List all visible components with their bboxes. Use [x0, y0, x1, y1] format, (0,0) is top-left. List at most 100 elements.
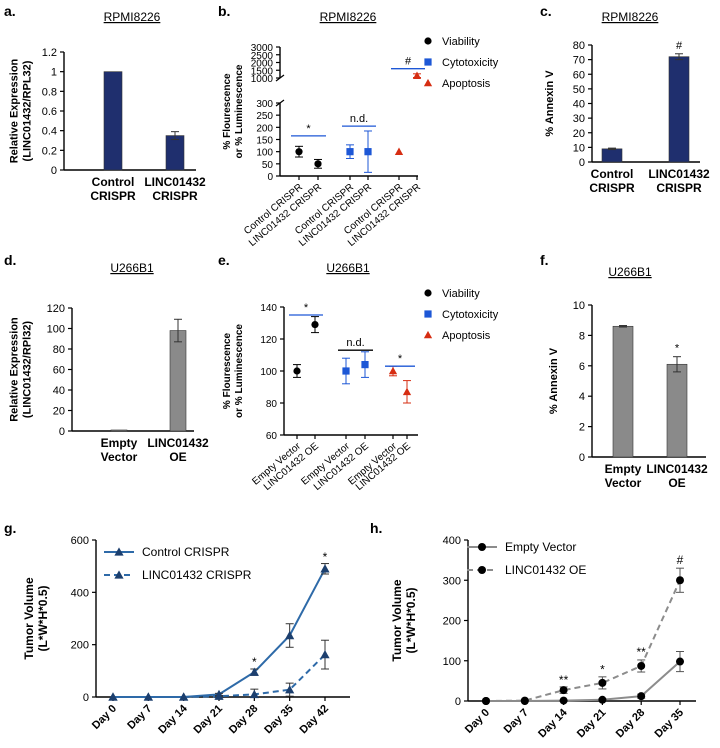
y-tick-label: 0.2 [42, 145, 57, 157]
data-point [637, 692, 646, 701]
y-tick-label: 150 [256, 136, 273, 147]
x-tick-label: CRISPR [656, 181, 702, 195]
x-tick-label: Empty [101, 436, 138, 450]
y-tick-label: 50 [573, 84, 585, 96]
panel-title: RPMI8226 [320, 10, 377, 24]
x-tick-label: Day 7 [125, 703, 154, 732]
bar [169, 330, 187, 432]
legend-label: LINC01432 OE [505, 563, 586, 577]
y-tick-label: 100 [47, 324, 65, 336]
y-axis-label: (LINC01432/RPL32) [22, 60, 34, 161]
data-point [342, 367, 350, 375]
y-tick-label: 3000 [251, 43, 274, 54]
y-tick-label: 1000 [251, 74, 274, 85]
y-tick-label: 0 [579, 452, 585, 464]
data-point [559, 686, 568, 695]
bar [601, 148, 623, 163]
data-point [214, 691, 224, 700]
bar [612, 325, 634, 458]
legend-marker [424, 289, 432, 297]
data-point [108, 692, 118, 701]
significance-label: * [306, 123, 311, 135]
x-tick-label: Day 42 [298, 703, 332, 737]
x-tick-label: Day 21 [575, 707, 609, 741]
y-tick-label: 600 [71, 535, 89, 547]
panel-letter: a. [4, 3, 16, 19]
y-axis-label: (L*W*H*0.5) [36, 585, 50, 651]
data-point [676, 576, 684, 585]
legend-marker [424, 58, 432, 66]
y-axis-label: Relative Expression [9, 58, 21, 163]
x-tick-label: CRISPR [90, 189, 136, 203]
y-tick-label: 0.8 [42, 86, 57, 98]
data-point [637, 661, 646, 670]
y-axis-label: (LINC01432/RPl32) [22, 321, 34, 419]
y-tick-label: 60 [266, 431, 278, 442]
y-tick-label: 0.4 [42, 126, 57, 138]
y-tick-label: 200 [256, 123, 273, 134]
legend-marker [114, 547, 124, 556]
panel-letter: d. [4, 252, 16, 268]
y-axis-label: % Flourescence [222, 73, 233, 150]
legend-marker [114, 570, 124, 579]
data-point [249, 667, 259, 676]
panel-letter: c. [540, 3, 552, 19]
significance-label: # [677, 553, 684, 567]
y-tick-label: 200 [71, 640, 89, 652]
legend-marker [423, 78, 433, 87]
data-point [388, 366, 398, 375]
significance-label: * [252, 655, 257, 669]
panel-title: U266B1 [608, 265, 652, 279]
y-tick-label: 0 [51, 165, 57, 177]
bar [668, 56, 690, 163]
x-tick-label: Vector [605, 476, 642, 490]
y-tick-label: 6 [579, 361, 585, 373]
y-tick-label: 4 [579, 391, 585, 403]
y-tick-label: 10 [573, 142, 585, 154]
series-line [113, 568, 326, 698]
data-point [311, 321, 319, 329]
data-point [179, 692, 189, 701]
data-point [676, 657, 684, 666]
y-tick-label: 1.2 [42, 47, 57, 59]
panel-letter: g. [4, 520, 16, 536]
legend-marker [478, 543, 486, 551]
y-tick-label: 70 [573, 55, 585, 67]
significance-label: n.d. [346, 337, 364, 349]
y-tick-label: 80 [53, 344, 65, 356]
data-point [394, 147, 404, 155]
x-tick-label: CRISPR [589, 181, 635, 195]
x-tick-label: Empty [605, 462, 642, 476]
significance-label: n.d. [350, 113, 368, 125]
bar [110, 429, 128, 432]
y-axis-label: or % Luminescence [234, 324, 245, 418]
legend-label: LINC01432 CRISPR [142, 568, 252, 582]
y-axis-label: Tumor Volume [390, 579, 404, 662]
significance-label: * [600, 663, 605, 677]
series-line [485, 579, 681, 702]
panel-title: RPMI8226 [602, 10, 659, 24]
significance-label: # [676, 40, 683, 52]
y-tick-label: 8 [579, 330, 585, 342]
significance-label: * [398, 353, 403, 365]
data-point [295, 148, 303, 156]
data-point [482, 697, 490, 705]
significance-label: ** [637, 645, 647, 659]
significance-label: * [675, 343, 680, 355]
y-tick-label: 20 [53, 406, 65, 418]
y-axis-label: Relative Expression [9, 317, 21, 422]
y-tick-label: 200 [443, 616, 461, 628]
y-axis-label: % Annexin V [544, 70, 556, 137]
y-tick-label: 40 [573, 99, 585, 111]
x-tick-label: Day 28 [227, 703, 261, 737]
panel-letter: h. [370, 520, 382, 536]
x-tick-label: LINC01432 [147, 436, 209, 450]
y-tick-label: 0 [83, 692, 89, 704]
series-line [486, 660, 681, 702]
bar [165, 135, 185, 171]
x-tick-label: Control [92, 175, 135, 189]
data-point [314, 160, 322, 168]
legend-label: Control CRISPR [142, 545, 230, 559]
significance-label: ** [559, 673, 569, 687]
